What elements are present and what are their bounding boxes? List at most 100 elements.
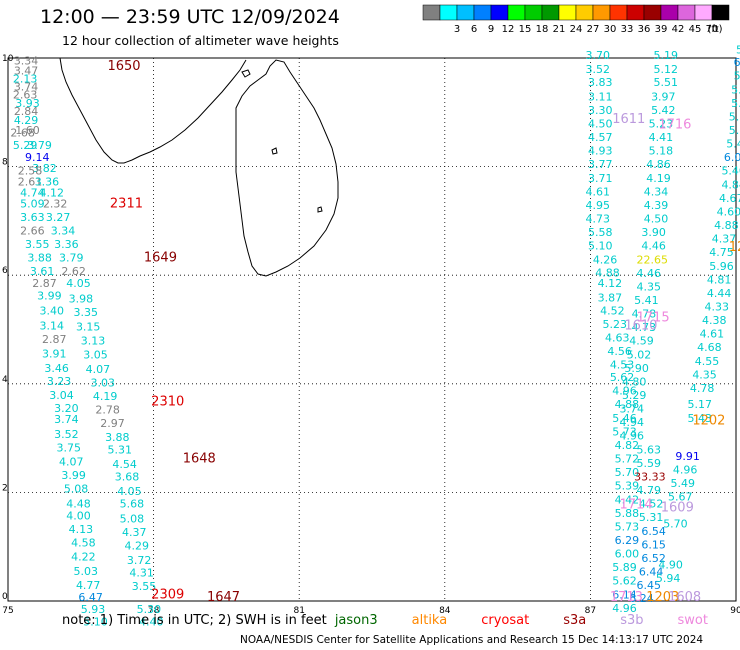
color-bin <box>456 4 475 21</box>
wave-height-value: 4.12 <box>40 186 64 199</box>
color-bin <box>694 4 713 21</box>
wave-height-value: 4.46 <box>641 240 666 253</box>
wave-height-value: 4.79 <box>637 484 662 497</box>
wave-height-value: 3.99 <box>37 290 62 303</box>
wave-height-value: 5.62 <box>729 110 740 123</box>
wave-height-value: 5.94 <box>656 572 681 585</box>
wave-height-value: 3.55 <box>132 580 157 593</box>
wave-height-value: 3.97 <box>651 90 676 103</box>
wave-height-value: 6.2 <box>734 56 740 69</box>
wave-height-value: 3.79 <box>27 139 52 152</box>
color-bin <box>422 4 441 21</box>
wave-height-value: 3.72 <box>127 554 152 567</box>
wave-height-value: 4.29 <box>14 114 39 127</box>
satellite-legend-cryosat: cryosat <box>481 613 530 628</box>
india-coastline <box>59 57 247 164</box>
wave-height-value: 4.88 <box>595 266 620 279</box>
wave-height-value: 5.70 <box>663 518 688 531</box>
wave-height-value: 3.11 <box>588 90 613 103</box>
wave-height-value: 5.90 <box>624 362 649 375</box>
wave-height-value: 5.59 <box>637 457 662 470</box>
satellite-legend-altika: altika <box>411 613 448 628</box>
wave-height-value: 3.91 <box>42 348 66 361</box>
wave-height-value: 6.54 <box>641 525 666 538</box>
track-time-label: 2310 <box>151 395 184 410</box>
color-bin <box>490 4 509 21</box>
wave-height-value: 3.93 <box>15 97 40 110</box>
wave-height-value: 5.02 <box>627 348 652 361</box>
wave-height-value: 5.43 <box>687 412 712 425</box>
wave-height-value: 3.74 <box>620 403 645 416</box>
wave-height-value: 5.30 <box>137 603 162 616</box>
wave-height-value: 2.61 <box>18 176 42 189</box>
wave-height-value: 3.13 <box>81 335 106 348</box>
wave-height-value: 4.00 <box>66 510 91 523</box>
wave-height-value: 3.77 <box>588 158 613 171</box>
wave-height-value: 5.73 <box>615 520 640 533</box>
wave-height-value: 2.32 <box>43 197 68 210</box>
wave-height-value: 5.89 <box>612 561 637 574</box>
wave-height-value: 4.80 <box>622 375 647 388</box>
wave-height-value: 4.07 <box>86 363 111 376</box>
wave-height-value: 4.07 <box>59 455 84 468</box>
wave-height-value: 4.35 <box>692 368 717 381</box>
wave-height-value: 3.47 <box>14 64 39 77</box>
wave-height-value: 3.20 <box>54 402 79 415</box>
wave-height-value: 4.75 <box>709 246 734 259</box>
wave-height-value: 5.17 <box>687 398 712 411</box>
wave-height-value: 4.63 <box>605 331 630 344</box>
y-tick-label: 10 <box>2 54 14 64</box>
track-time-label: 1715 <box>637 310 670 325</box>
wave-height-value: 3.27 <box>46 211 71 224</box>
x-tick-label: 87 <box>585 606 596 616</box>
wave-height-value: 4.78 <box>632 308 657 321</box>
wave-height-value: 5.88 <box>615 507 640 520</box>
color-bin-label: 3 <box>454 24 460 35</box>
wave-height-value: 5.5 <box>736 44 740 57</box>
wave-height-value: 4.48 <box>66 498 91 511</box>
wave-height-value: 4.59 <box>629 335 654 348</box>
wave-height-value: 5.08 <box>64 482 89 495</box>
wave-height-value: 3.05 <box>83 348 108 361</box>
color-bin <box>643 4 662 21</box>
wave-height-value: 3.88 <box>105 431 130 444</box>
wave-height-value: 4.05 <box>66 277 91 290</box>
wave-height-value: 1.60 <box>15 124 40 137</box>
color-bin-label: 36 <box>638 24 651 35</box>
x-tick-label: 90 <box>730 606 740 616</box>
x-tick-label: 78 <box>148 606 160 616</box>
island-small <box>317 206 323 213</box>
wave-height-value: 3.79 <box>59 252 84 265</box>
credit-line: NOAA/NESDIS Center for Satellite Applica… <box>240 634 704 646</box>
color-bin <box>626 4 645 21</box>
wave-height-value: 6.14 <box>612 588 637 601</box>
map-subtitle: 12 hour collection of altimeter wave hei… <box>62 33 339 48</box>
wave-height-value: 4.37 <box>122 526 147 539</box>
wave-height-value: 4.31 <box>129 567 154 580</box>
wave-height-value: 2.58 <box>18 165 42 178</box>
wave-height-value: 4.88 <box>714 219 739 232</box>
color-unit: (ft) <box>707 24 722 35</box>
wave-height-value: 5.31 <box>107 443 132 456</box>
sri-lanka-coastline <box>235 59 339 277</box>
wave-height-value: 5.16 <box>731 97 740 110</box>
wave-height-value: 3.63 <box>20 211 44 224</box>
wave-height-value: 2.63 <box>13 89 38 102</box>
wave-height-value: 3.83 <box>588 76 613 89</box>
x-tick-label: 84 <box>439 606 451 616</box>
wave-height-value: 3.71 <box>588 172 613 185</box>
x-tick-label: 81 <box>293 606 304 616</box>
wave-height-value: 4.96 <box>620 430 645 443</box>
wave-height-value: 3.74 <box>14 81 39 94</box>
satellite-legend-s3a: s3a <box>563 613 587 628</box>
color-bin <box>507 4 526 21</box>
wave-height-value: 4.52 <box>600 304 625 317</box>
wave-height-value: 5.40 <box>721 165 740 178</box>
wave-height-value: 4.50 <box>644 213 669 226</box>
track-time-label: 1608 <box>668 590 701 605</box>
wave-height-value: 3.75 <box>57 442 82 455</box>
color-bin-label: 15 <box>519 24 532 35</box>
wave-height-value: 6.45 <box>637 579 662 592</box>
wave-height-value: 5.67 <box>668 491 693 504</box>
